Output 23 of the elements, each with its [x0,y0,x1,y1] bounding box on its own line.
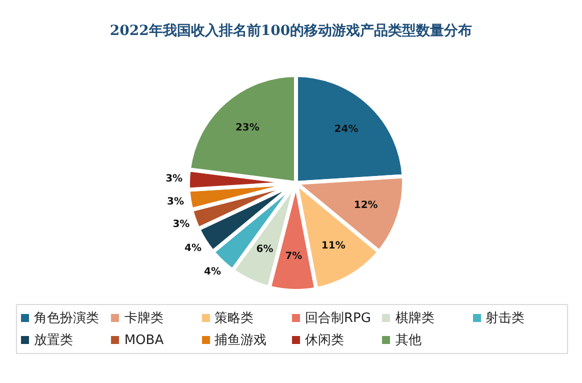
data-label: 12% [354,200,378,212]
data-label: 23% [235,122,260,134]
chart-title: 2022年我国收入排名前100的移动游戏产品类型数量分布 [108,22,474,40]
data-label: 6% [256,244,274,255]
data-label: 3% [172,218,190,230]
legend-label: 其他 [395,332,422,349]
legend-label: 捕鱼游戏 [214,332,267,349]
legend-label: 放置类 [34,332,73,349]
legend-label: 射击类 [486,310,525,327]
legend-label: 角色扮演类 [34,310,99,327]
legend-label: 策略类 [214,310,254,327]
legend-label: 卡牌类 [124,310,164,327]
data-label: 24% [334,124,358,135]
legend-label: 休闲类 [305,332,344,349]
data-label: 11% [321,240,346,252]
data-label: 4% [204,266,221,278]
legend-label: MOBA [124,332,164,348]
data-label: 7% [285,250,302,262]
legend-label: 回合制RPG [305,310,371,327]
legend-label: 棋牌类 [395,310,434,327]
data-label: 4% [184,242,202,254]
data-label: 3% [167,196,184,208]
data-label: 3% [166,174,183,185]
